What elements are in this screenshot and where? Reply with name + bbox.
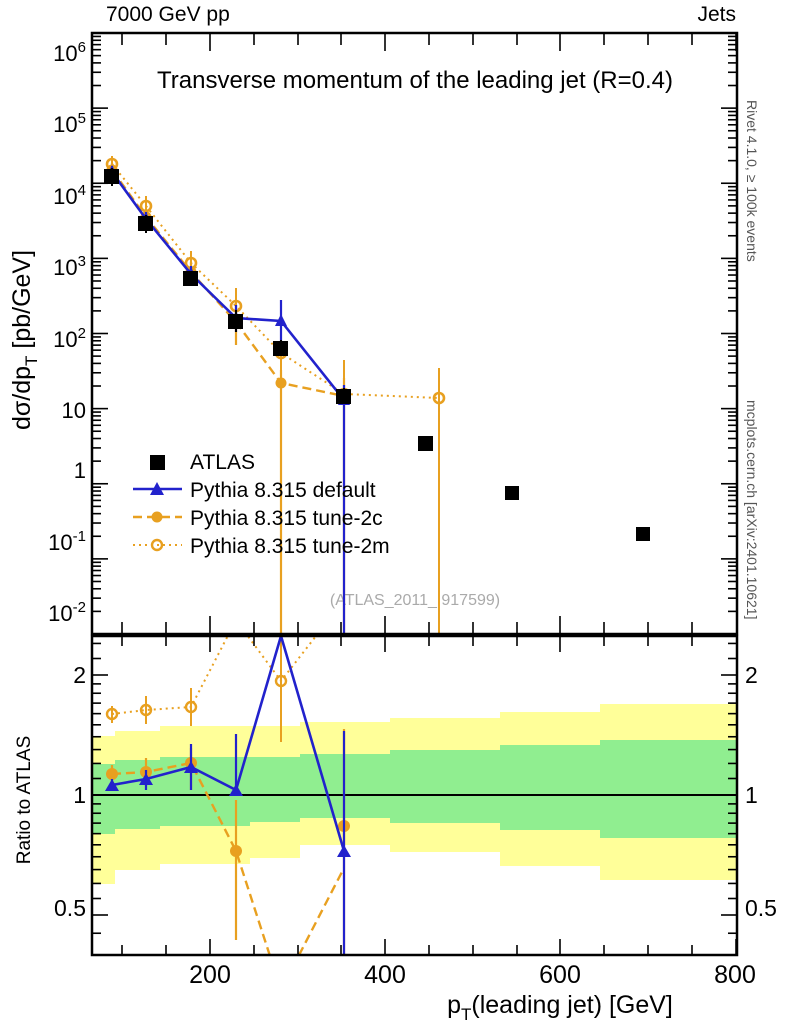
- svg-text:200: 200: [189, 961, 231, 989]
- legend-item-tune-2m[interactable]: Pythia 8.315 tune-2m: [133, 535, 390, 558]
- header-left-beam: 7000 GeV pp: [106, 3, 230, 26]
- legend-item-default[interactable]: Pythia 8.315 default: [133, 479, 376, 502]
- svg-text:1: 1: [73, 782, 86, 808]
- svg-text:600: 600: [539, 961, 581, 989]
- main-yticks: [92, 32, 737, 635]
- svg-text:105: 105: [53, 110, 86, 137]
- legend-label-default: Pythia 8.315 default: [190, 479, 376, 502]
- svg-text:800: 800: [714, 961, 756, 989]
- svg-text:2: 2: [73, 662, 86, 688]
- main-ylabel: dσ/dpT [pb/GeV]: [8, 250, 41, 430]
- svg-text:2: 2: [745, 662, 758, 688]
- legend-item-tune-2c[interactable]: Pythia 8.315 tune-2c: [133, 507, 383, 530]
- tune-2m-markers: [105, 157, 446, 405]
- main-data-layer: [104, 156, 650, 634]
- svg-text:0.5: 0.5: [54, 895, 86, 921]
- ratio-data-layer: [92, 636, 737, 955]
- band-inner-1sigma: [92, 740, 737, 838]
- svg-text:0.5: 0.5: [745, 895, 777, 921]
- svg-text:106: 106: [53, 39, 86, 66]
- legend-label-atlas: ATLAS: [190, 451, 255, 474]
- main-title: Transverse momentum of the leading jet (…: [157, 67, 673, 94]
- svg-text:103: 103: [53, 253, 86, 280]
- default-line: [110, 171, 346, 401]
- svg-text:104: 104: [53, 182, 86, 209]
- rivet-version-caption: Rivet 4.1.0, ≥ 100k events: [744, 100, 760, 262]
- series-tune-2m-ratio: [105, 636, 318, 742]
- svg-text:10-1: 10-1: [48, 528, 86, 555]
- tune-2m-line: [111, 163, 440, 399]
- legend-marker-square: [150, 455, 165, 470]
- main-frame: [90, 31, 739, 636]
- series-tune-2c-main: [106, 163, 350, 634]
- analysis-watermark: (ATLAS_2011_I917599): [330, 592, 500, 609]
- xaxis-tick-labels: 200 400 600 800: [189, 961, 756, 989]
- legend-label-tune-2c: Pythia 8.315 tune-2c: [190, 507, 383, 530]
- legend-label-tune-2m: Pythia 8.315 tune-2m: [190, 535, 390, 558]
- xaxis-label: pT(leading jet) [GeV]: [447, 991, 673, 1024]
- atlas-markers: [104, 169, 650, 541]
- svg-text:1: 1: [74, 458, 86, 483]
- svg-text:1: 1: [745, 782, 758, 808]
- legend: ATLAS Pythia 8.315 default Pythia 8.315 …: [133, 451, 390, 558]
- main-panel: dσ/dpT [pb/GeV] 106 105 104 103 102 10 1…: [8, 31, 739, 636]
- series-tune-2m-main: [105, 156, 446, 634]
- ratio-panel: Ratio to ATLAS 2 1 0.5 2 1 0.5: [14, 634, 777, 1024]
- legend-marker-circle-filled: [151, 511, 163, 523]
- series-default-ratio: [105, 636, 351, 955]
- ratio-yticks: [92, 642, 737, 935]
- main-xticks: [121, 33, 737, 634]
- legend-marker-circle-open: [150, 538, 164, 552]
- ratio-xticks: [121, 636, 737, 955]
- svg-text:102: 102: [53, 325, 86, 352]
- legend-marker-triangle: [150, 482, 164, 495]
- series-default-main: [106, 165, 350, 634]
- mcplots-reference-caption: mcplots.cern.ch [arXiv:2401.10621]: [744, 400, 760, 620]
- header-right-category: Jets: [697, 3, 736, 26]
- svg-text:400: 400: [364, 961, 406, 989]
- default-ratio-line: [111, 636, 346, 852]
- svg-text:10-2: 10-2: [48, 599, 86, 626]
- ratio-ytick-labels: 2 1 0.5 2 1 0.5: [54, 662, 777, 921]
- ratio-ylabel: Ratio to ATLAS: [14, 736, 35, 865]
- main-ytick-labels: 106 105 104 103 102 10 1 10-1 10-2: [48, 39, 86, 626]
- svg-text:10: 10: [62, 398, 86, 423]
- tune-2c-markers: [106, 164, 350, 402]
- legend-item-atlas[interactable]: ATLAS: [150, 451, 255, 474]
- series-atlas-main: [104, 168, 650, 541]
